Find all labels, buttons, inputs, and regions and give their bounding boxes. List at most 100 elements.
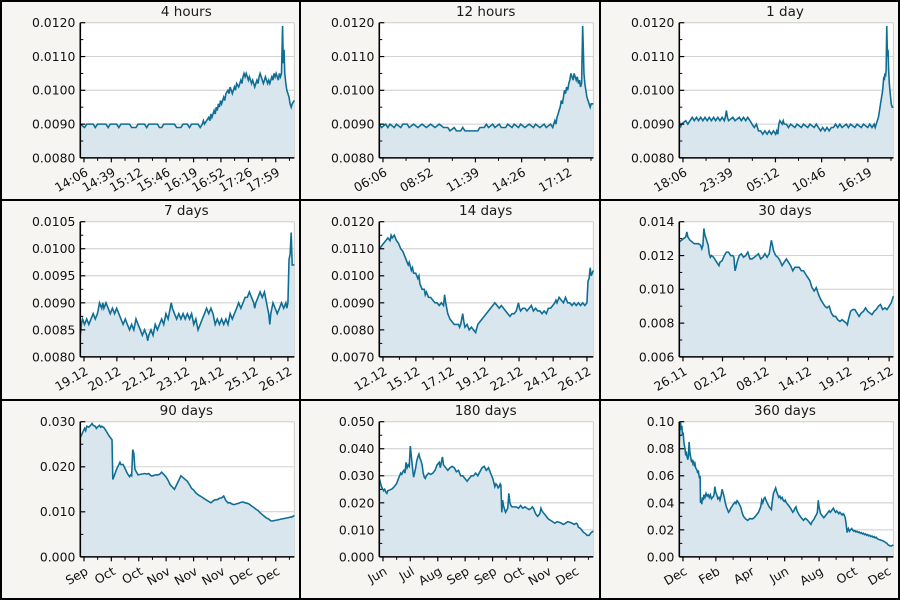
svg-text:0.08: 0.08 [646, 442, 674, 456]
svg-text:24.12: 24.12 [189, 364, 227, 394]
svg-text:22.12: 22.12 [488, 364, 526, 394]
svg-text:0.040: 0.040 [339, 442, 375, 456]
svg-text:0.0090: 0.0090 [331, 118, 374, 132]
chart-panel-30-days: 30 days 0.006 0.008 0.010 0.012 0.014 26.11 02… [599, 200, 899, 400]
svg-text:18:06: 18:06 [651, 165, 689, 195]
svg-text:0.0090: 0.0090 [32, 297, 75, 311]
svg-text:19.12: 19.12 [816, 364, 854, 394]
svg-text:Aug: Aug [797, 564, 825, 588]
svg-text:0.04: 0.04 [646, 496, 674, 510]
svg-text:Oct: Oct [120, 564, 146, 587]
svg-text:0.0080: 0.0080 [331, 324, 374, 338]
svg-text:0.0080: 0.0080 [32, 151, 75, 165]
svg-text:14:26: 14:26 [490, 165, 528, 195]
svg-text:Dec: Dec [254, 564, 282, 588]
svg-text:19.12: 19.12 [53, 364, 91, 394]
svg-text:Sep: Sep [472, 564, 499, 588]
svg-text:06:06: 06:06 [352, 165, 390, 195]
svg-text:0.000: 0.000 [339, 550, 375, 564]
svg-text:0.0100: 0.0100 [331, 84, 374, 98]
svg-text:0.020: 0.020 [40, 460, 76, 474]
svg-text:0.0100: 0.0100 [631, 84, 674, 98]
svg-text:Nov: Nov [526, 564, 554, 588]
chart-panel-4-hours: 4 hours 0.0080 0.0090 0.0100 0.0110 0.0120 14… [1, 1, 301, 201]
svg-text:0.050: 0.050 [339, 415, 375, 429]
svg-text:0.0110: 0.0110 [631, 50, 674, 64]
svg-text:Jun: Jun [766, 564, 791, 586]
svg-text:0.012: 0.012 [639, 249, 674, 263]
chart-canvas: 0.0080 0.0090 0.0100 0.0110 0.0120 06:06 08:52… [301, 2, 598, 199]
svg-text:12.12: 12.12 [352, 364, 390, 394]
svg-text:24.12: 24.12 [522, 364, 560, 394]
svg-text:26.12: 26.12 [556, 364, 594, 394]
svg-text:0.008: 0.008 [639, 317, 675, 331]
svg-text:0.0085: 0.0085 [32, 324, 75, 338]
svg-text:Nov: Nov [172, 564, 200, 588]
svg-text:15.12: 15.12 [385, 364, 423, 394]
svg-text:0.0110: 0.0110 [32, 50, 75, 64]
svg-text:0.030: 0.030 [339, 469, 375, 483]
svg-text:0.0080: 0.0080 [32, 351, 75, 365]
chart-panel-180-days: 180 days 0.000 0.010 0.020 0.030 0.040 0.050 J… [300, 399, 600, 599]
svg-text:22.12: 22.12 [120, 364, 158, 394]
svg-text:11:39: 11:39 [444, 165, 482, 195]
chart-canvas: 0.006 0.008 0.010 0.012 0.014 26.11 02.12 08.12… [601, 201, 898, 398]
chart-canvas: 0.000 0.010 0.020 0.030 Sep Oct Oct Nov Nov Nov De… [2, 401, 299, 598]
svg-text:10:46: 10:46 [790, 165, 828, 195]
svg-text:0.0090: 0.0090 [631, 118, 674, 132]
chart-canvas: 0.0080 0.0085 0.0090 0.0095 0.0100 0.0105 19.1… [2, 201, 299, 398]
svg-text:0.010: 0.010 [339, 523, 375, 537]
svg-text:0.0090: 0.0090 [331, 297, 374, 311]
svg-text:23:39: 23:39 [697, 165, 735, 195]
svg-text:26.12: 26.12 [257, 364, 295, 394]
svg-text:Oct: Oct [834, 564, 860, 587]
svg-text:0.00: 0.00 [646, 550, 674, 564]
svg-text:0.0080: 0.0080 [631, 151, 674, 165]
svg-text:0.030: 0.030 [40, 415, 76, 429]
svg-text:Feb: Feb [696, 564, 722, 587]
chart-canvas: 0.000 0.010 0.020 0.030 0.040 0.050 Jun Jul Aug S… [301, 401, 598, 598]
svg-text:Apr: Apr [731, 563, 757, 586]
svg-text:Dec: Dec [554, 564, 582, 588]
chart-panel-12-hours: 12 hours 0.0080 0.0090 0.0100 0.0110 0.0120 0… [300, 1, 600, 201]
svg-text:Aug: Aug [417, 564, 445, 588]
svg-text:14.12: 14.12 [776, 364, 814, 394]
chart-canvas: 0.0080 0.0090 0.0100 0.0110 0.0120 18:06 23:39… [601, 2, 898, 199]
svg-text:Nov: Nov [145, 564, 173, 588]
chart-panel-1-day: 1 day 0.0080 0.0090 0.0100 0.0110 0.0120 18:0… [599, 1, 899, 201]
svg-text:17.12: 17.12 [419, 364, 457, 394]
svg-text:25.12: 25.12 [223, 364, 261, 394]
svg-text:19.12: 19.12 [454, 364, 492, 394]
chart-canvas: 0.0080 0.0090 0.0100 0.0110 0.0120 14:06 14:39… [2, 2, 299, 199]
svg-text:0.0100: 0.0100 [331, 270, 374, 284]
svg-text:0.0090: 0.0090 [32, 118, 75, 132]
svg-text:0.014: 0.014 [639, 216, 675, 230]
svg-text:Jul: Jul [396, 564, 417, 584]
svg-text:16:19: 16:19 [836, 165, 874, 195]
chart-panel-360-days: 360 days 0.00 0.02 0.04 0.06 0.08 0.10 Dec Feb A… [599, 399, 899, 599]
svg-text:25.12: 25.12 [858, 364, 896, 394]
svg-text:23.12: 23.12 [154, 364, 192, 394]
svg-text:0.0105: 0.0105 [32, 216, 75, 230]
svg-text:0.06: 0.06 [646, 469, 674, 483]
svg-text:26.11: 26.11 [651, 364, 689, 394]
svg-text:Dec: Dec [865, 564, 893, 588]
svg-text:05:12: 05:12 [744, 165, 782, 195]
svg-text:0.010: 0.010 [40, 505, 76, 519]
svg-text:08:52: 08:52 [398, 165, 436, 195]
svg-text:0.0120: 0.0120 [331, 16, 374, 30]
svg-text:17:12: 17:12 [537, 165, 575, 195]
svg-text:02.12: 02.12 [691, 364, 729, 394]
svg-text:0.0110: 0.0110 [331, 50, 374, 64]
chart-canvas: 0.00 0.02 0.04 0.06 0.08 0.10 Dec Feb Apr Jun Aug O… [601, 401, 898, 598]
svg-text:0.020: 0.020 [339, 496, 375, 510]
svg-text:Dec: Dec [661, 564, 689, 588]
chart-canvas: 0.0070 0.0080 0.0090 0.0100 0.0110 0.0120 12.1… [301, 201, 598, 398]
svg-text:0.0095: 0.0095 [32, 270, 75, 284]
chart-panel-7-days: 7 days 0.0080 0.0085 0.0090 0.0095 0.0100 0.0… [1, 200, 301, 400]
svg-text:0.0110: 0.0110 [331, 243, 374, 257]
chart-panel-14-days: 14 days 0.0070 0.0080 0.0090 0.0100 0.0110 0.… [300, 200, 600, 400]
svg-text:0.0070: 0.0070 [331, 351, 374, 365]
svg-text:0.0080: 0.0080 [331, 151, 374, 165]
